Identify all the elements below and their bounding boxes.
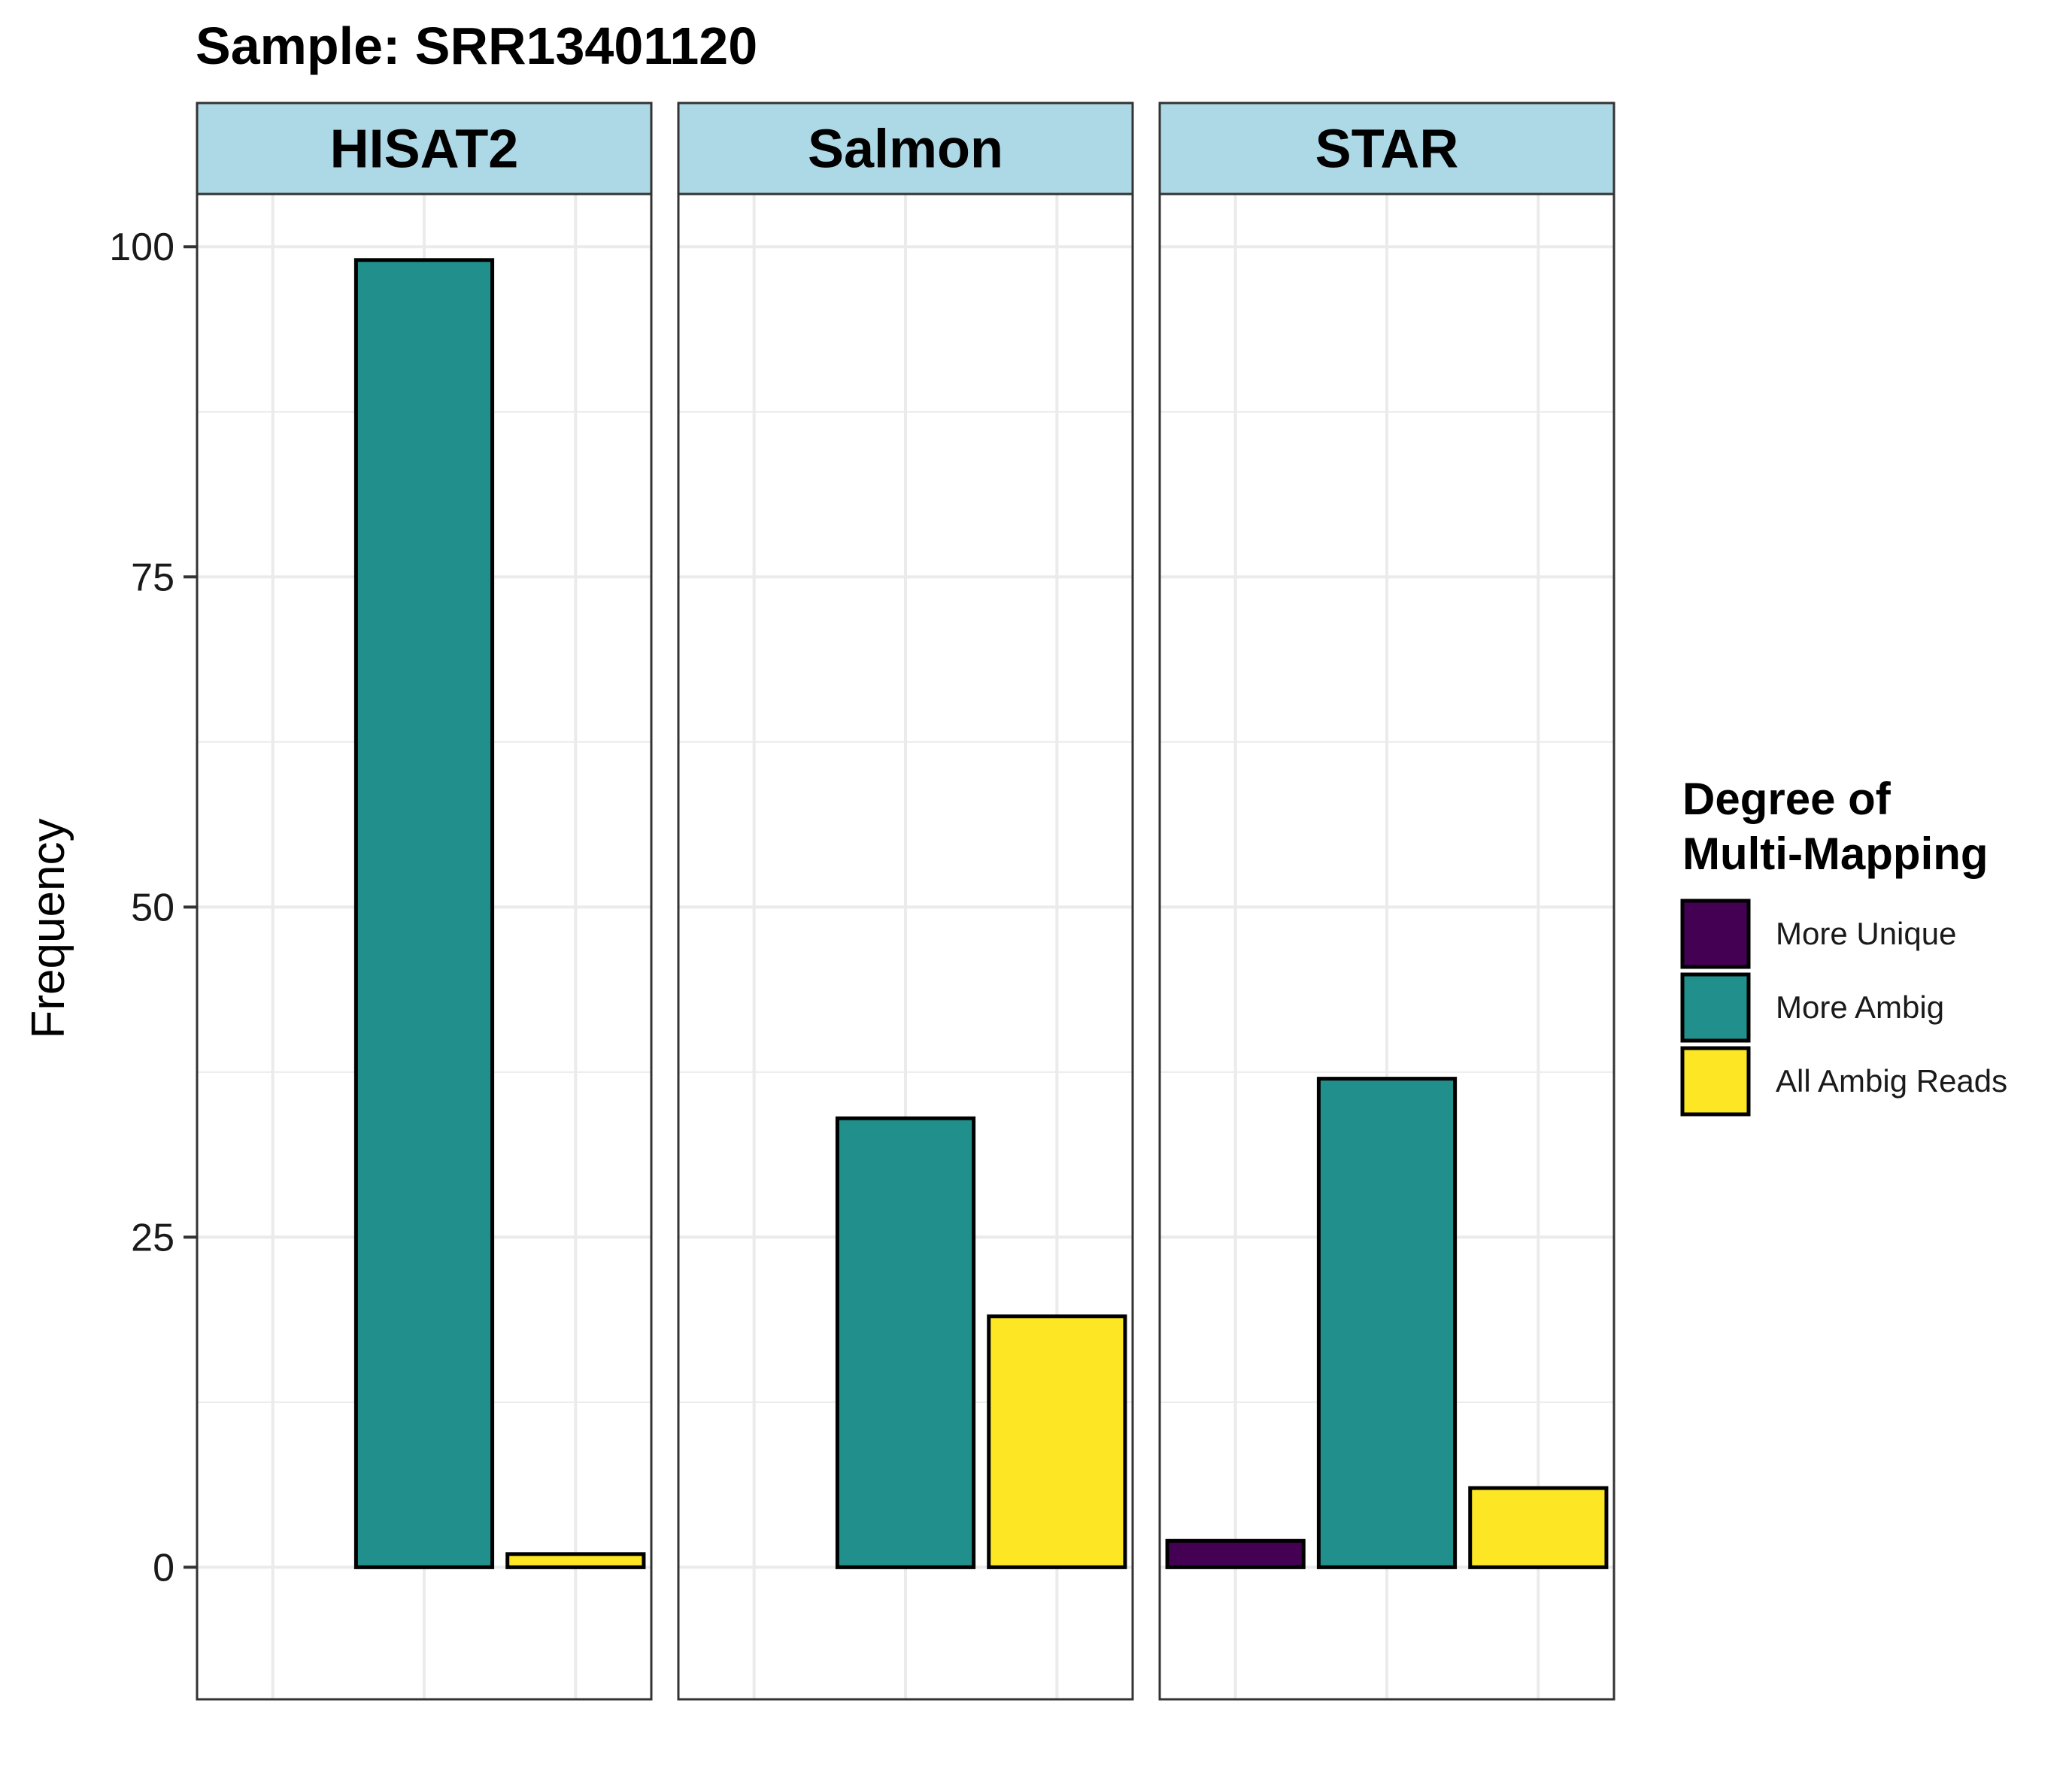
facet-label-salmon: Salmon [808,120,1003,180]
legend-title: Degree of [1682,774,1891,824]
facet-label-hisat2: HISAT2 [330,120,519,180]
legend-key-more-unique [1680,899,1751,969]
y-axis: 0 25 50 75 100 [109,226,197,1590]
legend-key-all-ambig-reads [1680,1046,1751,1117]
facet-strip-star [1158,102,1615,195]
bar-star-more-unique [1165,1538,1306,1569]
bar-hisat2-more-ambig [353,258,495,1569]
legend-label: All Ambig Reads [1776,1063,2007,1099]
y-tick-label: 25 [131,1216,174,1259]
legend-label: More Ambig [1776,990,1944,1025]
facet-label-star: STAR [1315,120,1459,180]
y-tick-label: 50 [131,886,174,929]
bars-layer [353,258,1609,1569]
legend-key-more-ambig [1680,972,1751,1043]
y-tick-label: 100 [109,226,174,269]
y-tick-label: 0 [153,1546,174,1590]
y-tick-label: 75 [131,556,174,599]
legend-label: More Unique [1776,916,1956,951]
bar-salmon-all-ambig-reads [987,1314,1127,1569]
bar-hisat2-all-ambig-reads [505,1552,646,1569]
strip-layer: HISAT2 Salmon STAR [196,102,1615,195]
bar-star-more-ambig [1316,1077,1458,1569]
bar-salmon-more-ambig [835,1116,976,1569]
facet-strip-salmon [677,102,1134,195]
legend-title: Multi-Mapping [1682,829,1989,879]
facet-strip-hisat2 [196,102,653,195]
bar-star-all-ambig-reads [1468,1486,1609,1569]
y-axis-label: Frequency [23,819,74,1039]
chart-title: Sample: SRR13401120 [196,17,757,75]
